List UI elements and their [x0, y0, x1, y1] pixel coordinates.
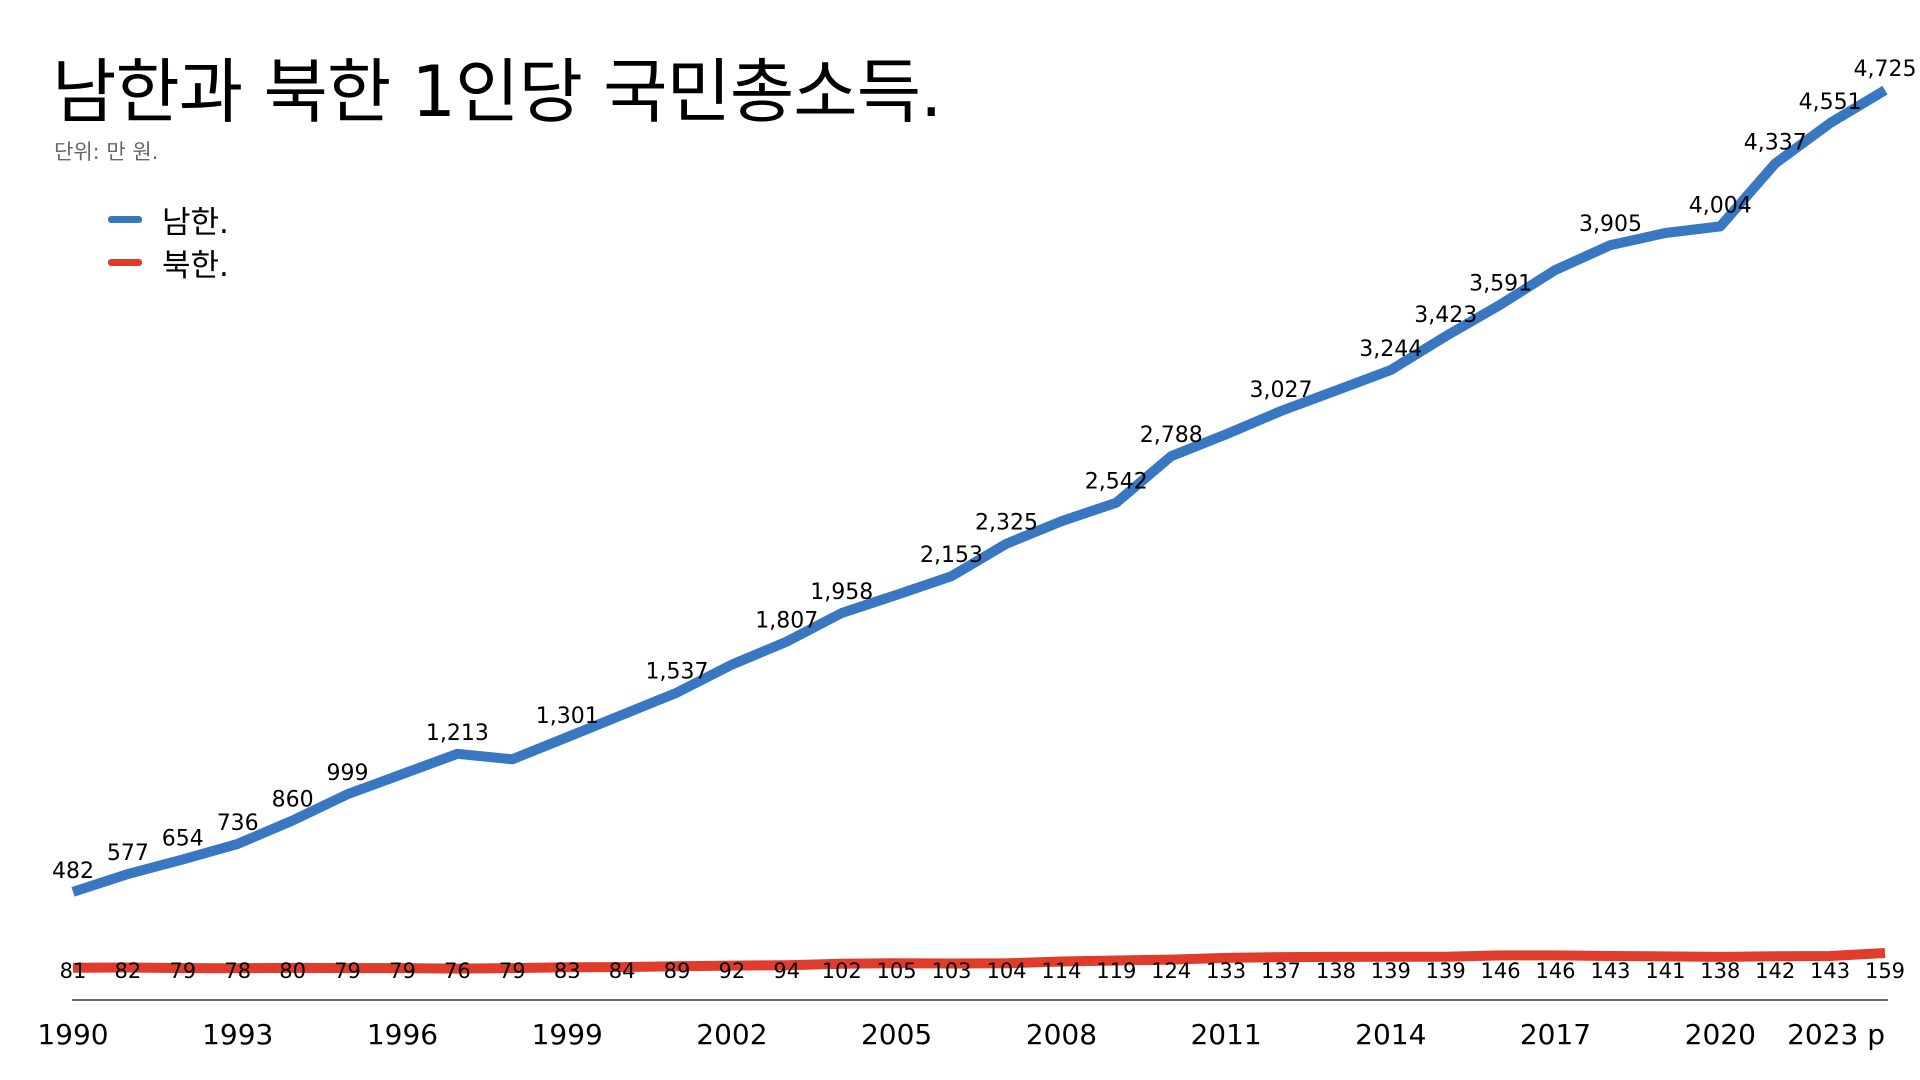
data-label-south-korea: 860 — [272, 788, 314, 813]
data-label-south-korea: 3,591 — [1469, 272, 1532, 297]
data-label-north-korea: 139 — [1426, 959, 1466, 983]
data-label-south-korea: 482 — [52, 859, 94, 884]
data-label-north-korea: 137 — [1261, 959, 1301, 983]
data-label-north-korea: 102 — [822, 959, 862, 983]
chart-subtitle: 단위: 만 원. — [54, 140, 159, 164]
data-label-south-korea: 1,807 — [755, 609, 818, 634]
data-label-south-korea: 736 — [217, 811, 259, 836]
x-tick-label: 1996 — [367, 1018, 438, 1051]
data-label-north-korea: 79 — [499, 959, 526, 983]
x-tick-label: 2014 — [1355, 1018, 1426, 1051]
x-tick-label: 2023 p — [1787, 1018, 1885, 1051]
data-label-south-korea: 3,905 — [1579, 212, 1642, 237]
x-tick-label: 2002 — [696, 1018, 767, 1051]
data-label-south-korea: 4,337 — [1744, 131, 1807, 156]
x-tick-label: 2005 — [861, 1018, 932, 1051]
x-tick-label: 2008 — [1026, 1018, 1097, 1051]
data-label-north-korea: 124 — [1151, 959, 1191, 983]
data-label-north-korea: 138 — [1316, 959, 1356, 983]
data-label-south-korea: 577 — [107, 841, 149, 866]
data-label-south-korea: 999 — [327, 761, 369, 786]
data-label-south-korea: 2,325 — [975, 511, 1038, 536]
data-label-north-korea: 143 — [1810, 959, 1850, 983]
data-label-north-korea: 141 — [1645, 959, 1685, 983]
data-label-south-korea: 1,213 — [426, 721, 489, 746]
data-label-north-korea: 159 — [1865, 959, 1905, 983]
data-label-north-korea: 92 — [719, 959, 746, 983]
legend-swatch-south-korea — [108, 216, 142, 223]
data-label-north-korea: 138 — [1700, 959, 1740, 983]
x-tick-label: 2020 — [1685, 1018, 1756, 1051]
data-label-north-korea: 79 — [169, 959, 196, 983]
data-label-north-korea: 143 — [1590, 959, 1630, 983]
data-label-south-korea: 3,423 — [1414, 303, 1477, 328]
data-label-south-korea: 1,958 — [810, 580, 873, 605]
data-label-north-korea: 146 — [1481, 959, 1521, 983]
data-label-north-korea: 103 — [931, 959, 971, 983]
chart-title: 남한과 북한 1인당 국민총소득. — [52, 51, 942, 133]
series-layer — [71, 85, 1888, 974]
data-label-south-korea: 2,153 — [920, 543, 983, 568]
x-tick-label: 2011 — [1190, 1018, 1261, 1051]
data-label-south-korea: 2,788 — [1140, 423, 1203, 448]
data-label-north-korea: 139 — [1371, 959, 1411, 983]
data-label-north-korea: 79 — [389, 959, 416, 983]
data-label-north-korea: 78 — [224, 959, 251, 983]
legend-item-north-korea: 북한. — [108, 241, 229, 284]
data-label-north-korea: 79 — [334, 959, 361, 983]
data-label-north-korea: 114 — [1041, 959, 1081, 983]
data-label-north-korea: 104 — [986, 959, 1026, 983]
data-label-north-korea: 81 — [60, 959, 87, 983]
data-label-north-korea: 84 — [609, 959, 636, 983]
data-label-south-korea: 4,551 — [1799, 90, 1862, 115]
data-label-north-korea: 80 — [279, 959, 306, 983]
data-label-south-korea: 3,027 — [1250, 378, 1313, 403]
data-label-north-korea: 83 — [554, 959, 581, 983]
data-label-north-korea: 94 — [773, 959, 800, 983]
data-label-north-korea: 142 — [1755, 959, 1795, 983]
legend: 남한. 북한. — [108, 198, 229, 284]
data-label-north-korea: 146 — [1535, 959, 1575, 983]
x-tick-label: 2017 — [1520, 1018, 1591, 1051]
x-tick-layer: 1990 1993 1996 1999 2002 2005 2008 2011 2014 2017… — [37, 1018, 1885, 1051]
legend-item-south-korea: 남한. — [108, 198, 229, 241]
data-label-north-korea: 82 — [115, 959, 142, 983]
data-label-south-korea: 2,542 — [1085, 470, 1148, 495]
data-label-layer: 482 577 654 736 860 999 1,213 1,301 1,537 1,807 1,… — [52, 57, 1916, 983]
data-label-north-korea: 89 — [664, 959, 691, 983]
data-label-north-korea: 105 — [877, 959, 917, 983]
x-tick-label: 1993 — [202, 1018, 273, 1051]
data-label-north-korea: 76 — [444, 959, 471, 983]
series-line-north-korea — [72, 948, 1886, 974]
data-label-north-korea: 133 — [1206, 959, 1246, 983]
data-label-south-korea: 1,301 — [536, 704, 599, 729]
x-tick-label: 1990 — [37, 1018, 108, 1051]
x-tick-label: 1999 — [532, 1018, 603, 1051]
data-label-north-korea: 119 — [1096, 959, 1136, 983]
legend-swatch-north-korea — [108, 259, 142, 266]
data-label-south-korea: 3,244 — [1359, 337, 1422, 362]
data-label-south-korea: 1,537 — [646, 660, 709, 685]
legend-label-south-korea: 남한. — [162, 205, 229, 241]
series-line-south-korea — [71, 85, 1888, 897]
data-label-south-korea: 4,004 — [1689, 193, 1752, 218]
data-label-south-korea: 654 — [162, 826, 204, 851]
data-label-south-korea: 4,725 — [1854, 57, 1917, 82]
legend-label-north-korea: 북한. — [162, 248, 229, 284]
